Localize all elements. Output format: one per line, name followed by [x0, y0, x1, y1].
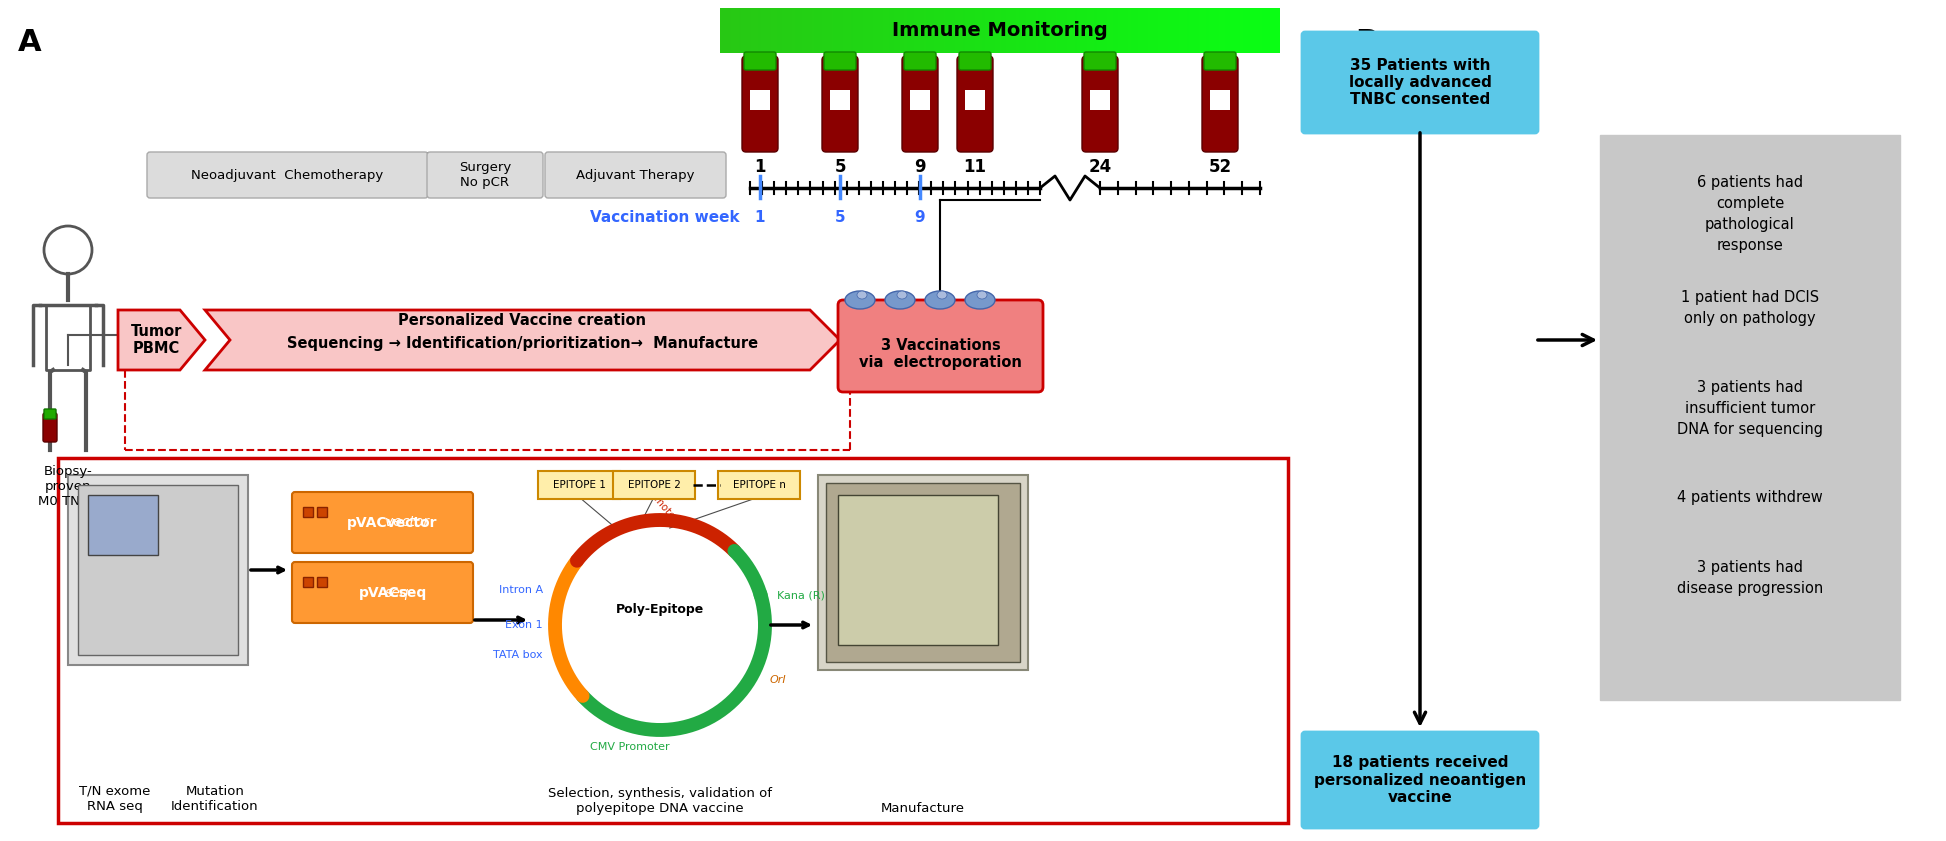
Ellipse shape — [885, 291, 915, 309]
FancyBboxPatch shape — [613, 471, 695, 499]
Bar — [88, 495, 158, 555]
Text: 1 patient had DCIS
only on pathology: 1 patient had DCIS only on pathology — [1681, 290, 1820, 326]
Text: CMV Promoter: CMV Promoter — [590, 742, 669, 752]
Text: EPITOPE 2: EPITOPE 2 — [627, 480, 681, 490]
Text: TATA box: TATA box — [494, 650, 543, 660]
Text: 3 patients had
disease progression: 3 patients had disease progression — [1677, 560, 1823, 596]
Bar — [817, 475, 1027, 670]
FancyBboxPatch shape — [1084, 52, 1115, 70]
Text: Exon 1: Exon 1 — [506, 620, 543, 630]
Text: seq: seq — [385, 585, 409, 600]
FancyBboxPatch shape — [292, 492, 473, 553]
Ellipse shape — [856, 291, 868, 299]
FancyBboxPatch shape — [545, 152, 726, 198]
Text: 4 patients withdrew: 4 patients withdrew — [1677, 490, 1823, 505]
Text: Selection, synthesis, validation of
polyepitope DNA vaccine: Selection, synthesis, validation of poly… — [549, 787, 773, 815]
Ellipse shape — [845, 291, 876, 309]
Text: 3 Vaccinations
via  electroporation: 3 Vaccinations via electroporation — [858, 338, 1022, 370]
Text: 3 patients had
insufficient tumor
DNA for sequencing: 3 patients had insufficient tumor DNA fo… — [1677, 380, 1823, 437]
Text: 18 patients received
personalized neoantigen
vaccine: 18 patients received personalized neoant… — [1314, 755, 1526, 805]
Ellipse shape — [924, 291, 955, 309]
FancyBboxPatch shape — [1205, 52, 1236, 70]
Text: EPITOPE n: EPITOPE n — [732, 480, 786, 490]
FancyBboxPatch shape — [743, 52, 776, 70]
Bar — [78, 485, 237, 655]
Text: 35 Patients with
locally advanced
TNBC consented: 35 Patients with locally advanced TNBC c… — [1349, 57, 1491, 108]
Text: A: A — [18, 28, 41, 57]
Text: 1: 1 — [755, 158, 765, 176]
Text: Kana (R): Kana (R) — [776, 590, 825, 600]
Bar — [68, 475, 247, 665]
Bar — [317, 507, 327, 517]
FancyBboxPatch shape — [959, 52, 991, 70]
Text: 5: 5 — [835, 210, 845, 225]
Text: 1: 1 — [755, 210, 765, 225]
Text: OrI: OrI — [771, 675, 786, 685]
Text: Personalized Vaccine creation
Sequencing → Identification/prioritization→  Manuf: Personalized Vaccine creation Sequencing… — [286, 314, 759, 351]
Text: Poly-Epitope: Poly-Epitope — [615, 604, 704, 616]
Text: 11: 11 — [963, 158, 987, 176]
Text: 24: 24 — [1088, 158, 1111, 176]
FancyBboxPatch shape — [1302, 32, 1537, 133]
Bar — [831, 90, 850, 110]
Text: Neoadjuvant  Chemotherapy: Neoadjuvant Chemotherapy — [191, 168, 383, 182]
Bar — [304, 577, 313, 587]
Text: Manufacture: Manufacture — [882, 802, 965, 815]
Text: 6 patients had
complete
pathological
response: 6 patients had complete pathological res… — [1697, 175, 1804, 253]
FancyBboxPatch shape — [839, 300, 1043, 392]
Ellipse shape — [977, 291, 987, 299]
Bar — [1090, 90, 1109, 110]
Bar — [304, 507, 313, 517]
Text: EPITOPE 1: EPITOPE 1 — [553, 480, 605, 490]
Text: 9: 9 — [915, 210, 924, 225]
FancyBboxPatch shape — [957, 56, 992, 152]
FancyBboxPatch shape — [537, 471, 621, 499]
FancyBboxPatch shape — [1203, 56, 1238, 152]
Text: T/N exome
RNA seq: T/N exome RNA seq — [80, 785, 150, 813]
FancyBboxPatch shape — [903, 56, 938, 152]
FancyBboxPatch shape — [43, 413, 56, 442]
Text: 52: 52 — [1208, 158, 1232, 176]
FancyBboxPatch shape — [148, 152, 428, 198]
Text: vector: vector — [385, 516, 430, 530]
Text: pVACvector: pVACvector — [346, 516, 438, 530]
Text: Biopsy-
proven
M0 TNBC: Biopsy- proven M0 TNBC — [39, 465, 97, 508]
Bar — [58, 458, 1288, 823]
FancyBboxPatch shape — [718, 471, 800, 499]
FancyBboxPatch shape — [45, 409, 56, 419]
Text: Mutation
Identification: Mutation Identification — [171, 785, 259, 813]
Bar — [825, 483, 1020, 662]
Bar — [965, 90, 985, 110]
Text: B: B — [1354, 28, 1378, 57]
FancyBboxPatch shape — [905, 52, 936, 70]
Text: 9: 9 — [915, 158, 926, 176]
Polygon shape — [119, 310, 204, 370]
Polygon shape — [204, 310, 841, 370]
Text: Surgery
No pCR: Surgery No pCR — [459, 161, 512, 189]
Text: Intron A: Intron A — [498, 585, 543, 595]
Bar — [839, 495, 998, 645]
Text: Adjuvant Therapy: Adjuvant Therapy — [576, 168, 695, 182]
FancyBboxPatch shape — [292, 562, 473, 623]
Text: Immune Monitoring: Immune Monitoring — [891, 21, 1107, 40]
Bar — [749, 90, 771, 110]
FancyBboxPatch shape — [1082, 56, 1119, 152]
FancyBboxPatch shape — [741, 56, 778, 152]
FancyBboxPatch shape — [426, 152, 543, 198]
FancyBboxPatch shape — [823, 52, 856, 70]
FancyBboxPatch shape — [821, 56, 858, 152]
Text: 5: 5 — [835, 158, 847, 176]
Bar — [1210, 90, 1230, 110]
Bar — [317, 577, 327, 587]
Text: Promoter: Promoter — [640, 482, 679, 525]
Ellipse shape — [938, 291, 948, 299]
Bar — [911, 90, 930, 110]
Bar — [1600, 135, 1899, 700]
Text: Tumor
PBMC: Tumor PBMC — [130, 324, 183, 357]
Ellipse shape — [897, 291, 907, 299]
Text: pVACseq: pVACseq — [358, 585, 426, 600]
Ellipse shape — [965, 291, 994, 309]
FancyBboxPatch shape — [1302, 732, 1537, 828]
Text: Vaccination week: Vaccination week — [590, 210, 739, 225]
